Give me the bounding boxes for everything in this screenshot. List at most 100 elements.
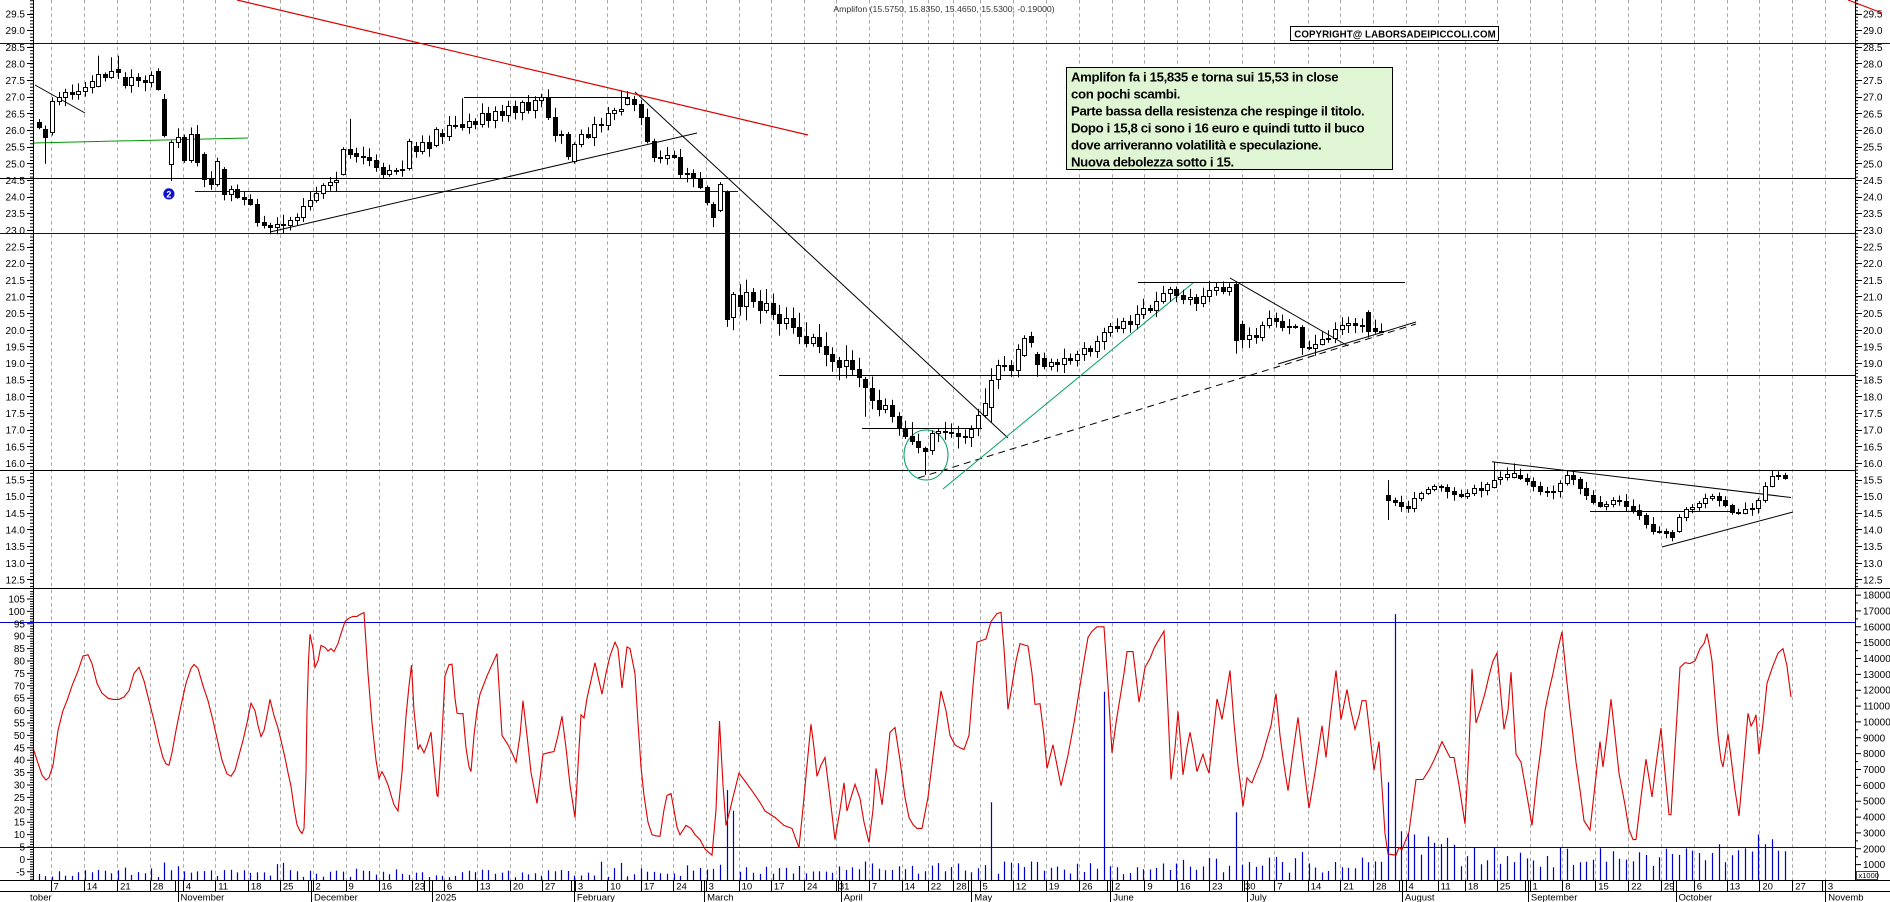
svg-text:29.5: 29.5	[1863, 10, 1883, 21]
svg-text:28: 28	[956, 882, 967, 893]
svg-text:3: 3	[709, 882, 714, 893]
svg-text:20: 20	[1762, 882, 1773, 893]
svg-text:15: 15	[1598, 882, 1609, 893]
svg-text:19: 19	[1049, 882, 1060, 893]
svg-text:17.5: 17.5	[1863, 409, 1883, 420]
svg-text:17: 17	[644, 882, 655, 893]
svg-text:25.5: 25.5	[6, 143, 26, 154]
svg-text:45: 45	[14, 743, 26, 754]
svg-text:19.5: 19.5	[1863, 342, 1883, 353]
svg-text:24: 24	[676, 882, 687, 893]
svg-text:100: 100	[8, 607, 25, 618]
svg-text:14: 14	[905, 882, 916, 893]
svg-text:21: 21	[120, 882, 131, 893]
svg-text:5: 5	[983, 882, 988, 893]
svg-text:tober: tober	[30, 893, 52, 902]
svg-text:29: 29	[1664, 882, 1675, 893]
svg-text:6: 6	[447, 882, 452, 893]
svg-text:Amplifon (15.5750, 15.8350, 15: Amplifon (15.5750, 15.8350, 15.4650, 15.…	[833, 4, 1054, 14]
svg-text:26.0: 26.0	[6, 126, 26, 137]
svg-text:17.5: 17.5	[6, 409, 26, 420]
svg-text:4: 4	[186, 882, 191, 893]
svg-text:14000: 14000	[1863, 654, 1890, 665]
svg-text:6000: 6000	[1863, 781, 1886, 792]
svg-text:30: 30	[1245, 882, 1256, 893]
svg-text:x1000: x1000	[1859, 871, 1879, 880]
svg-text:17000: 17000	[1863, 606, 1890, 617]
svg-text:13: 13	[480, 882, 491, 893]
svg-text:28.5: 28.5	[6, 43, 26, 54]
svg-text:75: 75	[14, 669, 26, 680]
svg-text:15.5: 15.5	[6, 476, 26, 487]
svg-text:27.0: 27.0	[1863, 93, 1883, 104]
svg-text:12000: 12000	[1863, 686, 1890, 697]
svg-text:70: 70	[14, 681, 26, 692]
svg-text:18.5: 18.5	[1863, 376, 1883, 387]
svg-text:27.0: 27.0	[6, 93, 26, 104]
svg-text:15: 15	[14, 818, 26, 829]
svg-text:17.0: 17.0	[1863, 426, 1883, 437]
svg-text:13.0: 13.0	[1863, 559, 1883, 570]
svg-text:COPYRIGHT@ LABORSADEIPICCOLI.C: COPYRIGHT@ LABORSADEIPICCOLI.COM	[1294, 30, 1496, 41]
svg-text:28: 28	[1376, 882, 1387, 893]
svg-text:27: 27	[1795, 882, 1806, 893]
svg-text:4: 4	[1409, 882, 1414, 893]
svg-text:15.0: 15.0	[1863, 492, 1883, 503]
svg-text:22.5: 22.5	[6, 243, 26, 254]
svg-text:21.0: 21.0	[1863, 293, 1883, 304]
svg-text:3000: 3000	[1863, 828, 1886, 839]
svg-text:15000: 15000	[1863, 638, 1890, 649]
svg-text:7000: 7000	[1863, 765, 1886, 776]
svg-text:18.0: 18.0	[1863, 392, 1883, 403]
svg-text:16: 16	[1180, 882, 1191, 893]
svg-text:1000: 1000	[1863, 860, 1886, 871]
svg-text:October: October	[1679, 893, 1713, 902]
svg-text:18.5: 18.5	[6, 376, 26, 387]
svg-text:9: 9	[349, 882, 354, 893]
svg-text:13.5: 13.5	[6, 542, 26, 553]
svg-text:22: 22	[1631, 882, 1642, 893]
svg-text:22.0: 22.0	[1863, 259, 1883, 270]
svg-text:20: 20	[513, 882, 524, 893]
svg-text:-5: -5	[16, 867, 25, 878]
svg-text:26: 26	[1082, 882, 1093, 893]
svg-text:24.0: 24.0	[1863, 193, 1883, 204]
svg-text:con pochi scambi.: con pochi scambi.	[1071, 87, 1180, 102]
svg-text:9000: 9000	[1863, 733, 1886, 744]
svg-text:29.0: 29.0	[6, 26, 26, 37]
svg-text:25: 25	[14, 793, 26, 804]
svg-text:Parte bassa della resistenza c: Parte bassa della resistenza che resping…	[1071, 104, 1364, 119]
svg-text:22: 22	[931, 882, 942, 893]
svg-text:20.0: 20.0	[6, 326, 26, 337]
svg-text:28.0: 28.0	[6, 59, 26, 70]
svg-text:19.0: 19.0	[6, 359, 26, 370]
svg-text:23: 23	[1212, 882, 1223, 893]
svg-text:24: 24	[807, 882, 818, 893]
svg-text:14.0: 14.0	[6, 526, 26, 537]
svg-text:8: 8	[1565, 882, 1570, 893]
svg-text:July: July	[1250, 893, 1267, 902]
svg-text:December: December	[314, 893, 358, 902]
svg-text:55: 55	[14, 719, 26, 730]
svg-text:23.5: 23.5	[6, 209, 26, 220]
svg-text:1: 1	[1533, 882, 1538, 893]
svg-text:8000: 8000	[1863, 749, 1886, 760]
svg-text:11: 11	[1441, 882, 1451, 893]
svg-text:18: 18	[251, 882, 262, 893]
svg-text:30: 30	[14, 781, 26, 792]
svg-text:25.0: 25.0	[1863, 159, 1883, 170]
svg-text:7: 7	[1277, 882, 1282, 893]
svg-text:5000: 5000	[1863, 797, 1886, 808]
svg-text:2025: 2025	[435, 893, 456, 902]
svg-text:10: 10	[14, 830, 26, 841]
svg-text:24.5: 24.5	[1863, 176, 1883, 187]
svg-text:27: 27	[545, 882, 556, 893]
svg-text:16.5: 16.5	[6, 442, 26, 453]
svg-text:25: 25	[1500, 882, 1511, 893]
svg-text:16000: 16000	[1863, 622, 1890, 633]
svg-text:16: 16	[382, 882, 393, 893]
svg-text:September: September	[1531, 893, 1577, 902]
svg-text:13000: 13000	[1863, 670, 1890, 681]
svg-text:24.5: 24.5	[6, 176, 26, 187]
svg-text:2000: 2000	[1863, 844, 1886, 855]
